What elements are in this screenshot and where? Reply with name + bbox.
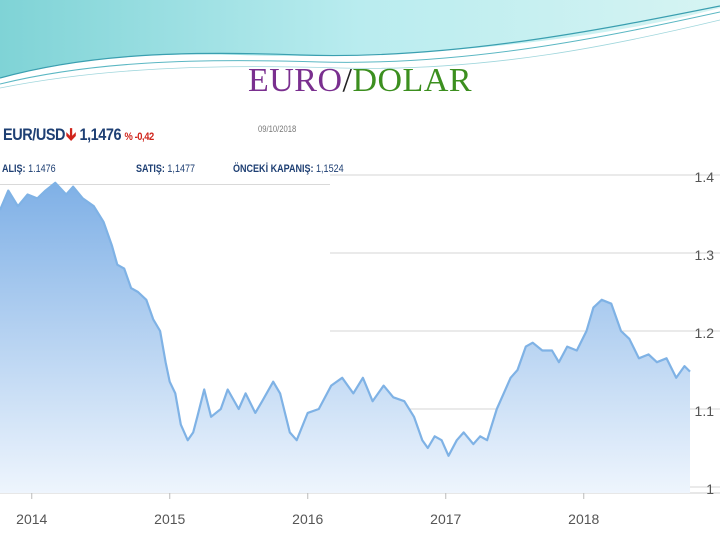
title-separator: / [342,62,353,99]
down-arrow-icon: 🡳 [65,125,76,144]
x-tick-label: 2014 [16,511,47,527]
x-tick-label: 2015 [154,511,185,527]
title-dolar: DOLAR [352,62,473,99]
slide-title: EURO/DOLAR [0,62,720,100]
info-divider [0,184,330,185]
bid-label: ALIŞ: [2,163,26,175]
x-tick-label: 2016 [292,511,323,527]
ask-label: SATIŞ: [136,163,165,175]
quote-date: 09/10/2018 [258,124,297,134]
x-tick-label: 2018 [568,511,599,527]
pair-label: EUR/USD [3,125,66,144]
previous-close-label: ÖNCEKİ KAPANIŞ: [233,163,314,175]
title-euro: EURO [247,62,343,99]
x-tick-label: 2017 [430,511,461,527]
ticker-header: EUR/USD🡳 1,1476% -0,42 [3,122,154,151]
series-line [0,181,691,457]
previous-close-value: 1,1524 [316,163,344,175]
y-axis-labels: 1.4 1.3 1.2 1.1 1 [695,169,715,497]
x-axis-labels: 2014 2015 2016 2017 2018 [16,493,600,527]
eurusd-area-chart: 1.4 1.3 1.2 1.1 1 2014 2015 2016 2017 2018 [0,169,720,527]
slide-banner [0,0,720,89]
previous-close: ÖNCEKİ KAPANIŞ: 1,1524 [233,163,344,175]
bid-quote: ALIŞ: 1.1476 [2,163,56,175]
ask-value: 1,1477 [167,163,196,175]
y-tick-label: 1.1 [695,403,715,419]
y-tick-label: 1.4 [695,169,715,185]
price-value: 1,1476 [79,125,122,144]
y-tick-label: 1 [706,481,714,497]
bid-value: 1.1476 [28,163,56,175]
change-percent: % -0,42 [124,131,155,143]
area-fill [0,182,690,494]
ask-quote: SATIŞ: 1,1477 [136,163,195,175]
y-tick-label: 1.2 [695,325,715,341]
y-tick-label: 1.3 [695,247,715,263]
